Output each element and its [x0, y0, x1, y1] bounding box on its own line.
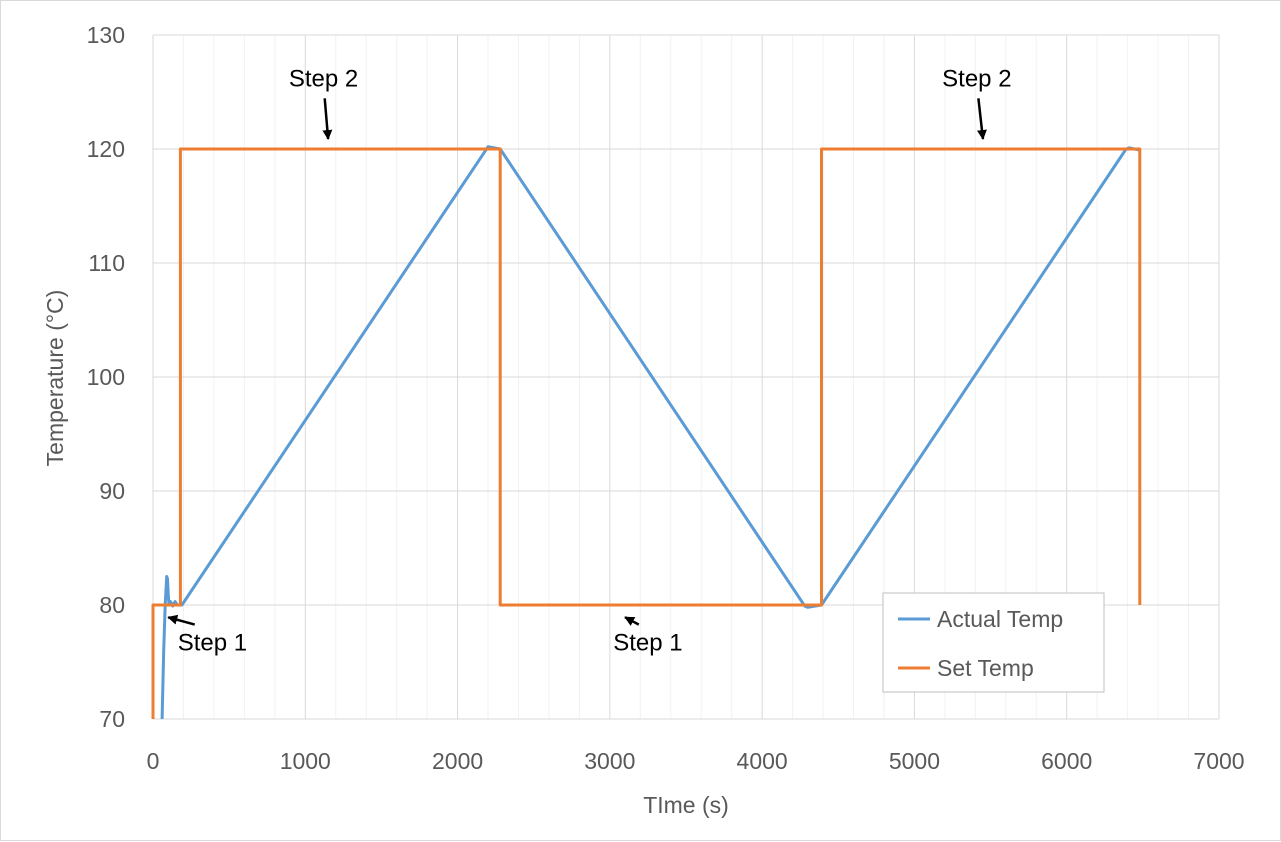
y-tick-label: 70	[99, 706, 125, 732]
legend-box	[882, 592, 1105, 693]
y-tick-label: 90	[99, 478, 125, 504]
x-tick-label: 4000	[737, 748, 788, 774]
series-layer	[151, 145, 1142, 720]
x-axis-title: TIme (s)	[643, 792, 729, 818]
y-tick-label: 100	[87, 364, 125, 390]
x-tick-label: 6000	[1041, 748, 1092, 774]
x-tick-label: 0	[147, 748, 160, 774]
series-line-set-temp	[151, 147, 1142, 719]
legend: Actual Temp Set Temp	[882, 592, 1105, 693]
annotation-label: Step 2	[942, 65, 1011, 92]
y-tick-label: 120	[87, 136, 125, 162]
x-tick-label: 7000	[1193, 748, 1244, 774]
annotation-arrow	[624, 616, 640, 626]
x-axis-ticks: 0 1000 2000 3000 4000 5000 6000 7000	[147, 748, 1245, 774]
x-tick-label: 3000	[584, 748, 635, 774]
x-tick-label: 2000	[432, 748, 483, 774]
x-tick-label: 5000	[889, 748, 940, 774]
y-axis-title: Temperature (°C)	[42, 290, 68, 467]
y-tick-label: 110	[88, 250, 125, 276]
x-tick-label: 1000	[280, 748, 331, 774]
annotation-label: Step 2	[289, 65, 358, 92]
legend-label-actual-temp: Actual Temp	[937, 606, 1063, 632]
annotation-label: Step 1	[613, 630, 682, 657]
annotations: Step 2 Step 2 Step 1 Step 1	[167, 65, 1012, 657]
y-axis-ticks: 70 80 90 100 110 120 130	[87, 22, 125, 732]
y-tick-label: 130	[87, 22, 125, 48]
y-tick-label: 80	[99, 592, 125, 618]
legend-label-set-temp: Set Temp	[937, 655, 1034, 681]
annotation-label: Step 1	[178, 630, 247, 657]
annotation-arrow	[976, 98, 987, 140]
annotation-arrow	[322, 98, 333, 140]
annotation-arrow	[167, 614, 196, 626]
